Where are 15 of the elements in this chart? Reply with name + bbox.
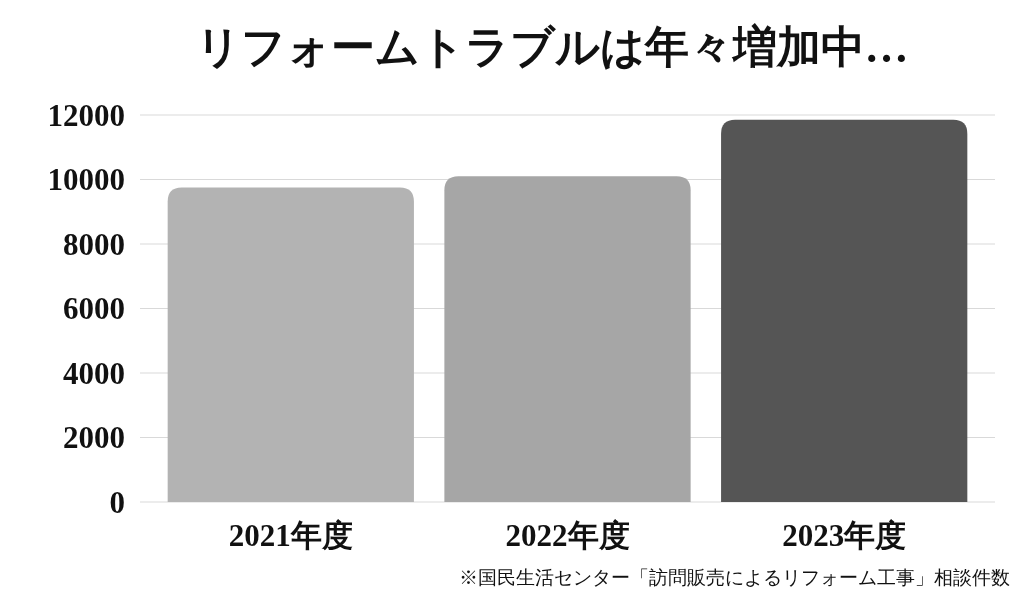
chart-title: リフォームトラブルは年々増加中… [195,23,909,72]
x-tick-label: 2022年度 [505,518,630,553]
y-tick-label: 6000 [63,291,125,327]
y-tick-label: 0 [109,484,125,520]
x-tick-label: 2021年度 [228,518,353,553]
bar [721,119,968,502]
y-tick-label: 4000 [63,355,125,391]
x-tick-label: 2023年度 [782,518,907,553]
y-tick-label: 12000 [47,97,125,133]
y-tick-label: 2000 [63,420,125,456]
y-tick-label: 10000 [47,162,125,198]
text: ※国民生活センター「訪問販売によるリフォーム工事」相談件数 [459,567,1010,588]
bar [167,187,414,502]
y-tick-label: 8000 [63,226,125,262]
bar [444,176,691,502]
